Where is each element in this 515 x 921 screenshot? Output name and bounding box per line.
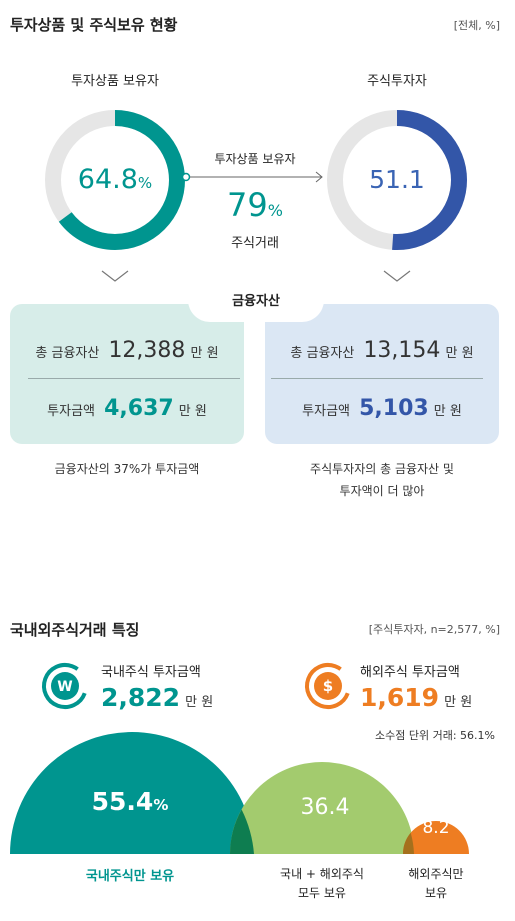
arrow-sublabel: 주식거래 [231, 236, 279, 251]
won-icon: W [42, 663, 88, 709]
investment-amount-unit: 만 원 [433, 404, 462, 419]
investment-amount-value: 5,103 [359, 396, 429, 421]
foreign-dot [432, 850, 440, 854]
right-note-line1: 주식투자자의 총 금융자산 및 [310, 462, 454, 476]
arrow-number: 79 [227, 186, 268, 224]
foreign-only-bubble [403, 821, 469, 854]
card-divider [28, 378, 240, 379]
domestic-only-value: 55.4% [30, 787, 230, 816]
foreign-amount-unit: 만 원 [444, 695, 473, 710]
total-assets-row: 총 금융자산 12,388 만 원 [10, 338, 244, 363]
investment-holder-arc [45, 110, 185, 250]
total-assets-value: 12,388 [108, 338, 186, 363]
won-glyph: W [57, 679, 72, 695]
domestic-only-percent: % [153, 796, 169, 814]
investment-holder-donut [45, 110, 185, 250]
flow-arrow [181, 171, 323, 183]
chevron-down-icon [101, 270, 129, 282]
dollar-icon: $ [305, 663, 351, 709]
investment-amount-row: 투자금액 5,103 만 원 [265, 396, 499, 421]
domestic-dot [128, 850, 136, 854]
investment-holder-percent: % [137, 174, 153, 192]
domestic-only-caption: 국내주식만 보유 [85, 869, 175, 884]
both-caption-line1: 국내 + 해외주식 [280, 867, 364, 881]
foreign-only-caption-line2: 보유 [424, 886, 448, 900]
stock-investor-donut [327, 110, 467, 250]
left-note: 금융자산의 37%가 투자금액 [54, 462, 200, 476]
section1-title: 투자상품 및 주식보유 현황 [10, 16, 178, 34]
fractional-trade-note: 소수점 단위 거래: 56.1% [375, 729, 495, 742]
investment-holder-value: 64.8% [35, 164, 195, 195]
total-assets-value: 13,154 [363, 338, 441, 363]
both-caption-line2: 모두 보유 [298, 886, 346, 900]
both-value: 36.4 [300, 795, 350, 820]
domestic-amount: 2,822 만 원 [101, 683, 213, 712]
arrow-percent-sign: % [267, 201, 283, 220]
section1-unit: [전체, %] [453, 19, 500, 32]
investment-amount-label: 투자금액 [302, 404, 350, 419]
total-assets-unit: 만 원 [190, 346, 219, 361]
domestic-label: 국내주식 투자금액 [101, 665, 201, 680]
holding-bubbles [10, 732, 469, 854]
section2-unit: [주식투자자, n=2,577, %] [368, 623, 500, 636]
left-donut-label: 투자상품 보유자 [71, 74, 159, 89]
financial-assets-badge: 금융자산 [188, 286, 324, 322]
total-assets-unit: 만 원 [445, 346, 474, 361]
dollar-glyph: $ [323, 677, 333, 695]
stock-investor-value: 51.1 [369, 165, 425, 194]
overlap-both-foreign [403, 832, 414, 854]
investment-amount-label: 투자금액 [47, 404, 95, 419]
foreign-only-caption-line1: 해외주식만 [408, 867, 464, 881]
investment-amount-unit: 만 원 [178, 404, 207, 419]
card-divider [271, 378, 483, 379]
domestic-amount-unit: 만 원 [185, 695, 214, 710]
right-donut-label: 주식투자자 [367, 74, 427, 89]
domestic-amount-value: 2,822 [101, 683, 181, 712]
both-bubble [230, 762, 414, 854]
total-assets-row: 총 금융자산 13,154 만 원 [265, 338, 499, 363]
arrow-percent: 79% [185, 186, 325, 224]
investment-amount-value: 4,637 [104, 396, 174, 421]
investment-holder-number: 64.8 [77, 164, 138, 195]
both-dot [318, 850, 326, 854]
foreign-amount: 1,619 만 원 [360, 683, 472, 712]
stock-investor-card: 총 금융자산 13,154 만 원 투자금액 5,103 만 원 [265, 304, 499, 444]
arrow-label: 투자상품 보유자 [214, 152, 296, 166]
domestic-only-number: 55.4 [91, 787, 154, 816]
investment-amount-row: 투자금액 4,637 만 원 [10, 396, 244, 421]
right-note-line2: 투자액이 더 많아 [339, 484, 425, 498]
total-assets-label: 총 금융자산 [290, 346, 355, 361]
section2-title: 국내외주식거래 특징 [10, 621, 140, 639]
overlap-domestic-both [230, 809, 254, 854]
domestic-only-bubble [10, 732, 254, 854]
foreign-amount-value: 1,619 [360, 683, 440, 712]
chevron-down-icon [383, 270, 411, 282]
investment-holder-card: 총 금융자산 12,388 만 원 투자금액 4,637 만 원 [10, 304, 244, 444]
foreign-only-value: 8.2 [422, 818, 450, 838]
stock-investor-arc [327, 110, 467, 250]
total-assets-label: 총 금융자산 [35, 346, 100, 361]
foreign-label: 해외주식 투자금액 [360, 665, 460, 680]
